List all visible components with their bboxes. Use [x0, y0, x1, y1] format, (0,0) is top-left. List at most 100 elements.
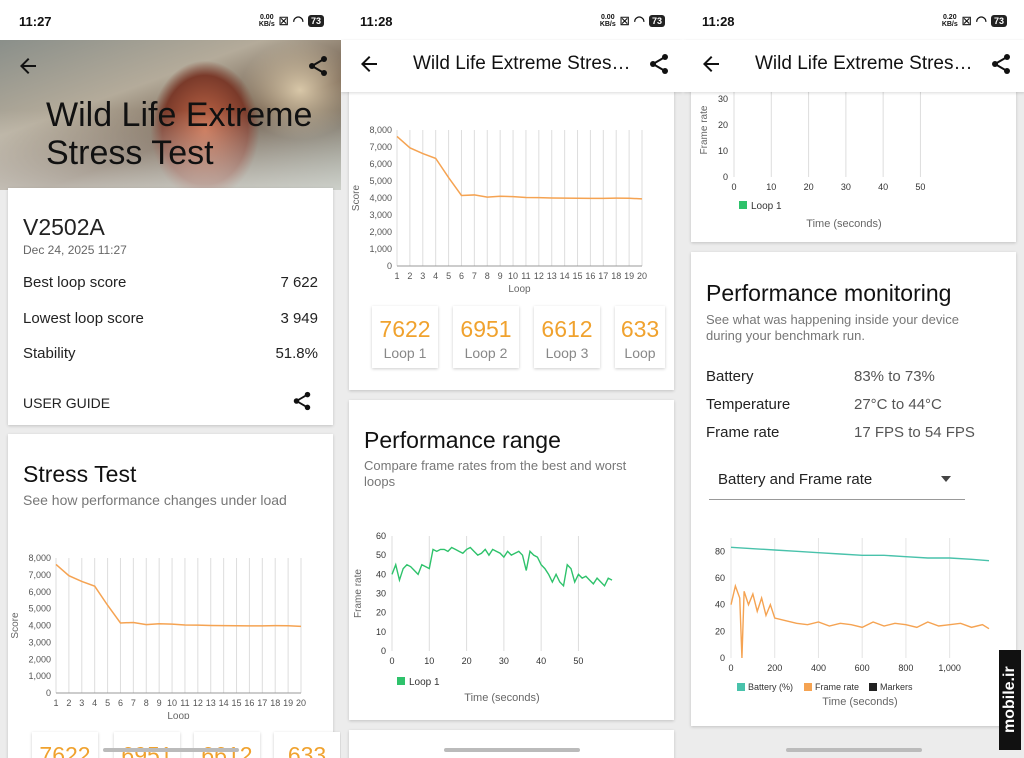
- status-bar: 11:28 0.00 KB/s ☒ ◠ 73: [341, 0, 683, 40]
- score-chip-loop-2[interactable]: 6951 Loop 2: [453, 306, 519, 368]
- y-axis-label: Frame rate: [353, 569, 364, 618]
- x-tick-label: 15: [573, 271, 583, 281]
- y-axis-label: Score: [10, 612, 21, 639]
- x-tick-label: 19: [624, 271, 634, 281]
- x-tick-label: 9: [157, 698, 162, 708]
- back-arrow-icon[interactable]: [699, 52, 723, 76]
- app-bar: Wild Life Extreme Stres…: [683, 40, 1024, 92]
- monitor-row-temperature: Temperature 27°C to 44°C: [706, 396, 942, 413]
- x-tick-label: 40: [536, 656, 546, 666]
- legend-label: Frame rate: [815, 682, 859, 692]
- stress-title: Stress Test: [23, 461, 137, 487]
- y-tick-label: 30: [376, 589, 386, 599]
- y-tick-label: 60: [715, 573, 725, 583]
- score-chip-loop-1[interactable]: 7622 Loop 1: [372, 306, 438, 368]
- y-tick-label: 5,000: [28, 604, 51, 614]
- x-tick-label: 50: [915, 182, 925, 192]
- range-title: Performance range: [364, 427, 561, 453]
- score-line: [55, 563, 302, 628]
- y-tick-label: 4,000: [28, 621, 51, 631]
- x-tick-label: 7: [131, 698, 136, 708]
- x-tick-label: 1: [53, 698, 58, 708]
- nfc-icon: ☒: [961, 15, 972, 28]
- monitor-row-battery: Battery 83% to 73%: [706, 368, 935, 385]
- network-speed: 0.20 KB/s: [941, 14, 958, 28]
- x-tick-label: 11: [180, 698, 189, 708]
- range-framerate-chart: 0 10 20 30 40 50 0 10 20 30 40 50 60 Time (seconds) Fr…: [353, 531, 613, 704]
- status-time: 11:28: [702, 14, 735, 29]
- app-bar: Wild Life Extreme Stres…: [341, 40, 683, 92]
- x-tick-label: 30: [841, 182, 851, 192]
- gesture-bar[interactable]: [786, 748, 922, 752]
- x-tick-label: 14: [219, 698, 229, 708]
- range-subtitle: Compare frame rates from the best and wo…: [364, 458, 627, 489]
- legend-swatch: [804, 683, 812, 691]
- monitor-row-framerate: Frame rate 17 FPS to 54 FPS: [706, 424, 975, 441]
- x-tick-label: 19: [283, 698, 293, 708]
- monitoring-subtitle: See what was happening inside your devic…: [706, 312, 959, 343]
- x-tick-label: 1,000: [938, 663, 961, 673]
- stat-best: Best loop score 7 622: [23, 274, 318, 291]
- stress-score-chart: 1 2 3 4 5 6 7 8 9 10 11 12 13 14 15 16 17 18 19 2001,0002,0…: [351, 125, 647, 295]
- share-icon[interactable]: [647, 52, 671, 76]
- x-tick-label: 9: [498, 271, 503, 281]
- user-guide-link[interactable]: USER GUIDE: [23, 395, 111, 411]
- legend-swatch: [739, 201, 747, 209]
- x-tick-label: 1: [394, 271, 399, 281]
- wifi-icon: ◠: [633, 13, 645, 28]
- x-tick-label: 12: [534, 271, 544, 281]
- score-chip-loop-4[interactable]: 633 Loop: [615, 306, 665, 368]
- y-tick-label: 40: [715, 600, 725, 610]
- x-axis-label: Time (seconds): [464, 692, 539, 704]
- y-tick-label: 4,000: [369, 193, 392, 203]
- monitoring-title: Performance monitoring: [706, 280, 952, 306]
- share-icon[interactable]: [291, 390, 313, 412]
- x-tick-label: 12: [193, 698, 203, 708]
- battery-icon: 73: [648, 15, 665, 27]
- y-tick-label: 8,000: [369, 125, 392, 135]
- y-tick-label: 8,000: [28, 553, 51, 563]
- score-chip: 633: [274, 732, 340, 758]
- wifi-icon: ◠: [292, 13, 304, 28]
- x-tick-label: 3: [79, 698, 84, 708]
- back-arrow-icon[interactable]: [357, 52, 381, 76]
- page-title: Wild Life Extreme Stres…: [413, 53, 631, 74]
- nfc-icon: ☒: [619, 15, 630, 28]
- x-tick-label: 4: [92, 698, 97, 708]
- x-tick-label: 8: [485, 271, 490, 281]
- y-tick-label: 0: [46, 688, 51, 698]
- y-tick-label: 7,000: [369, 142, 392, 152]
- share-icon[interactable]: [306, 54, 330, 78]
- x-tick-label: 20: [804, 182, 814, 192]
- y-tick-label: 20: [715, 626, 725, 636]
- chart-select-dropdown[interactable]: Battery and Frame rate: [709, 462, 965, 500]
- share-icon[interactable]: [989, 52, 1013, 76]
- range-card: Performance range Compare frame rates fr…: [349, 400, 674, 720]
- y-tick-label: 7,000: [28, 570, 51, 580]
- status-bar: 11:28 0.20 KB/s ☒ ◠ 73: [683, 0, 1024, 40]
- hero-image: [0, 40, 342, 190]
- x-tick-label: 8: [144, 698, 149, 708]
- legend-label: Markers: [880, 682, 913, 692]
- x-tick-label: 200: [767, 663, 782, 673]
- x-tick-label: 17: [257, 698, 267, 708]
- gesture-bar[interactable]: [103, 748, 239, 752]
- x-tick-label: 10: [167, 698, 177, 708]
- x-axis-label: Loop: [508, 284, 531, 295]
- stress-subtitle: See how performance changes under load: [23, 492, 287, 508]
- page-title: Wild Life Extreme Stress Test: [46, 96, 313, 172]
- score-chip-loop-3[interactable]: 6612 Loop 3: [534, 306, 600, 368]
- legend-label: Loop 1: [751, 201, 782, 212]
- y-tick-label: 5,000: [369, 176, 392, 186]
- x-tick-label: 10: [508, 271, 518, 281]
- x-tick-label: 7: [472, 271, 477, 281]
- y-tick-label: 80: [715, 546, 725, 556]
- x-tick-label: 50: [573, 656, 583, 666]
- x-tick-label: 16: [244, 698, 254, 708]
- back-arrow-icon[interactable]: [16, 54, 40, 78]
- gesture-bar[interactable]: [444, 748, 580, 752]
- wifi-icon: ◠: [975, 13, 987, 28]
- y-tick-label: 30: [718, 94, 728, 104]
- y-tick-label: 3,000: [369, 210, 392, 220]
- x-tick-label: 20: [637, 271, 647, 281]
